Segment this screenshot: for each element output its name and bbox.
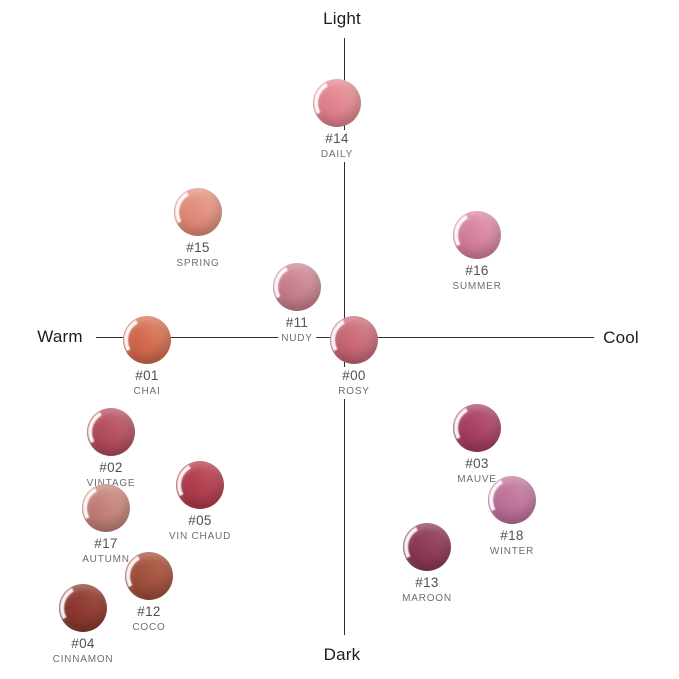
shine-highlight-icon [325, 311, 383, 369]
swatch-id: #04 [71, 636, 95, 651]
swatch-name: SUMMER [452, 280, 502, 292]
shine-highlight-icon [169, 183, 227, 241]
lipstick-swatch-summer [448, 206, 506, 264]
axis-label-light: Light [320, 9, 364, 29]
lipstick-swatch-coco [120, 547, 178, 605]
swatch-label-coco: #12 COCO [129, 603, 169, 636]
shine-highlight-icon [118, 311, 176, 369]
swatch-id: #03 [465, 456, 489, 471]
swatch-name: WINTER [489, 545, 535, 557]
swatch-name: NUDY [281, 332, 313, 344]
shine-highlight-icon [448, 399, 506, 457]
swatch-label-cinnamon: #04 CINNAMON [49, 635, 117, 668]
lipstick-swatch-maroon [398, 518, 456, 576]
swatch-name: CINNAMON [52, 653, 114, 665]
lipstick-swatch-vin-chaud [171, 456, 229, 514]
lipstick-swatch-spring [169, 183, 227, 241]
lipstick-swatch-nudy [268, 258, 326, 316]
swatch-name: ROSY [338, 385, 370, 397]
lipstick-swatch-mauve [448, 399, 506, 457]
swatch-id: #12 [137, 604, 161, 619]
swatch-label-spring: #15 SPRING [173, 239, 223, 272]
axis-label-dark: Dark [320, 645, 364, 665]
swatch-name: SPRING [176, 257, 220, 269]
lipstick-swatch-daily [308, 74, 366, 132]
swatch-name: MAROON [402, 592, 452, 604]
swatch-id: #18 [500, 528, 524, 543]
swatch-label-nudy: #11 NUDY [278, 314, 316, 347]
swatch-name: AUTUMN [82, 553, 130, 565]
swatch-label-vin-chaud: #05 VIN CHAUD [165, 512, 235, 545]
lipstick-swatch-chai [118, 311, 176, 369]
axis-label-cool: Cool [600, 328, 642, 348]
swatch-id: #13 [415, 575, 439, 590]
swatch-label-rosy: #00 ROSY [335, 367, 373, 400]
swatch-label-winter: #18 WINTER [486, 527, 538, 560]
lipstick-swatch-autumn [77, 479, 135, 537]
shine-highlight-icon [308, 74, 366, 132]
swatch-id: #16 [465, 263, 489, 278]
shine-highlight-icon [398, 518, 456, 576]
shine-highlight-icon [171, 456, 229, 514]
shine-highlight-icon [82, 403, 140, 461]
shine-highlight-icon [268, 258, 326, 316]
swatch-label-mauve: #03 MAUVE [454, 455, 500, 488]
swatch-name: CHAI [133, 385, 161, 397]
swatch-id: #14 [325, 131, 349, 146]
swatch-id: #17 [94, 536, 118, 551]
shine-highlight-icon [448, 206, 506, 264]
swatch-label-daily: #14 DAILY [317, 130, 357, 163]
swatch-id: #00 [342, 368, 366, 383]
lipstick-swatch-cinnamon [54, 579, 112, 637]
axis-label-warm: Warm [34, 327, 86, 347]
swatch-name: DAILY [320, 148, 354, 160]
swatch-label-maroon: #13 MAROON [399, 574, 455, 607]
swatch-name: MAUVE [457, 473, 497, 485]
swatch-id: #05 [188, 513, 212, 528]
swatch-label-chai: #01 CHAI [130, 367, 164, 400]
swatch-label-autumn: #17 AUTUMN [79, 535, 133, 568]
swatch-id: #01 [135, 368, 159, 383]
swatch-label-summer: #16 SUMMER [449, 262, 505, 295]
swatch-name: COCO [132, 621, 166, 633]
shine-highlight-icon [54, 579, 112, 637]
lipstick-swatch-vintage [82, 403, 140, 461]
swatch-id: #15 [186, 240, 210, 255]
swatch-id: #11 [285, 315, 309, 330]
swatch-id: #02 [99, 460, 123, 475]
lipstick-swatch-rosy [325, 311, 383, 369]
swatch-name: VINTAGE [86, 477, 136, 489]
swatch-name: VIN CHAUD [168, 530, 232, 542]
lipstick-swatch-winter [483, 471, 541, 529]
